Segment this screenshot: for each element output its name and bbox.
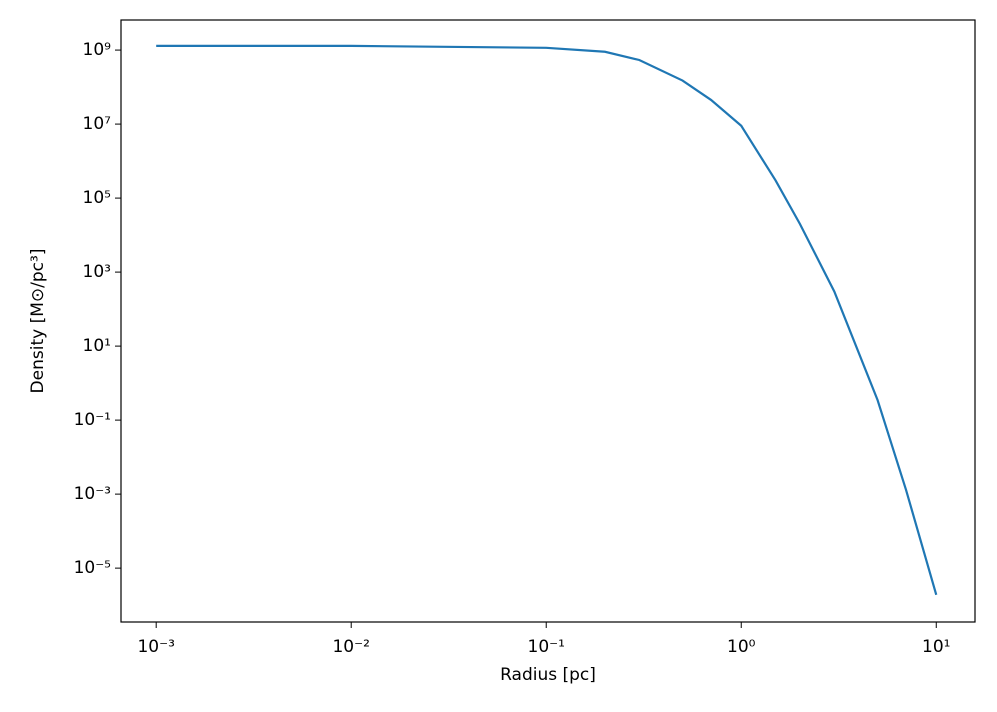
y-tick-label: 10⁵	[83, 188, 111, 208]
data-line	[156, 44, 938, 596]
x-tick-label: 10⁻²	[332, 637, 369, 657]
x-tick-label: 10¹	[922, 637, 950, 657]
y-tick-label: 10¹	[83, 336, 111, 356]
y-tick-label: 10⁻⁵	[74, 558, 111, 578]
y-tick-label: 10³	[83, 262, 111, 282]
y-tick-label: 10⁹	[83, 40, 112, 60]
y-tick-label: 10⁻³	[74, 484, 111, 504]
y-tick-label: 10⁷	[83, 114, 112, 134]
y-axis-label: Density [M⊙/pc³]	[28, 249, 48, 394]
x-tick-label: 10⁻¹	[528, 637, 565, 657]
x-tick-label: 10⁰	[727, 637, 756, 657]
x-tick-label: 10⁻³	[137, 637, 174, 657]
x-axis-label: Radius [pc]	[500, 665, 596, 685]
y-tick-label: 10⁻¹	[74, 410, 111, 430]
plot-frame	[120, 19, 976, 623]
